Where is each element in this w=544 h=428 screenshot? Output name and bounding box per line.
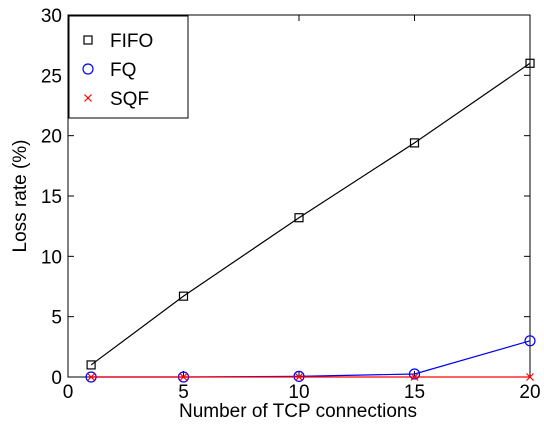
data-point-sqf <box>295 373 303 381</box>
data-point-fifo <box>409 138 420 148</box>
legend-marker-sqf <box>84 94 92 102</box>
legend-label-fifo: FIFO <box>110 31 153 52</box>
series-layer <box>85 58 536 383</box>
data-point-sqf-stroke-b <box>526 373 534 381</box>
data-point-sqf <box>179 373 188 381</box>
legend-box <box>68 15 189 119</box>
axis-tick-labels: 0 5 10 15 20 0 5 10 15 20 25 30 <box>41 6 541 403</box>
data-point-sqf <box>87 373 96 381</box>
data-point-sqf-stroke-b <box>295 373 303 381</box>
data-point-fq <box>524 335 536 347</box>
y-tick-label: 0 <box>51 368 62 389</box>
x-tick-label: 5 <box>178 382 189 403</box>
y-tick-label: 20 <box>41 127 62 148</box>
legend: FIFO FQ SQF <box>68 15 189 119</box>
y-tick-label: 15 <box>41 187 62 208</box>
series-fq <box>85 335 536 383</box>
data-point-fifo <box>86 360 96 370</box>
data-point-sqf <box>526 373 534 381</box>
series-sqf <box>87 373 534 381</box>
x-tick-label: 20 <box>519 382 540 403</box>
y-tick-label: 30 <box>41 6 62 27</box>
data-point-sqf-stroke-b <box>179 373 188 381</box>
series-line-fifo <box>90 62 531 366</box>
legend-marker-fifo <box>83 35 93 45</box>
legend-marker-fq <box>82 63 94 75</box>
legend-label-fq: FQ <box>110 60 136 81</box>
y-tick-label: 10 <box>41 247 62 268</box>
y-tick-label: 25 <box>41 66 62 87</box>
legend-marker-sqf-stroke-b <box>84 94 92 102</box>
data-point-fifo <box>178 291 189 301</box>
data-point-sqf-stroke-b <box>410 373 419 381</box>
x-tick-label: 0 <box>63 382 74 403</box>
data-point-fifo <box>294 213 304 223</box>
data-point-fifo <box>525 58 535 68</box>
x-tick-label: 15 <box>404 382 425 403</box>
series-fifo <box>86 58 535 370</box>
y-axis-title: Loss rate (%) <box>10 140 31 253</box>
data-point-sqf <box>410 373 419 381</box>
x-axis-title: Number of TCP connections <box>179 401 417 422</box>
legend-items: FIFO FQ SQF <box>82 31 153 110</box>
legend-label-sqf: SQF <box>110 89 149 110</box>
data-point-fq <box>408 368 421 380</box>
data-point-sqf-stroke-b <box>87 373 96 381</box>
x-tick-label: 10 <box>288 382 309 403</box>
data-point-fq <box>293 370 305 382</box>
series-line-fq <box>91 340 531 378</box>
y-tick-label: 5 <box>51 308 62 329</box>
